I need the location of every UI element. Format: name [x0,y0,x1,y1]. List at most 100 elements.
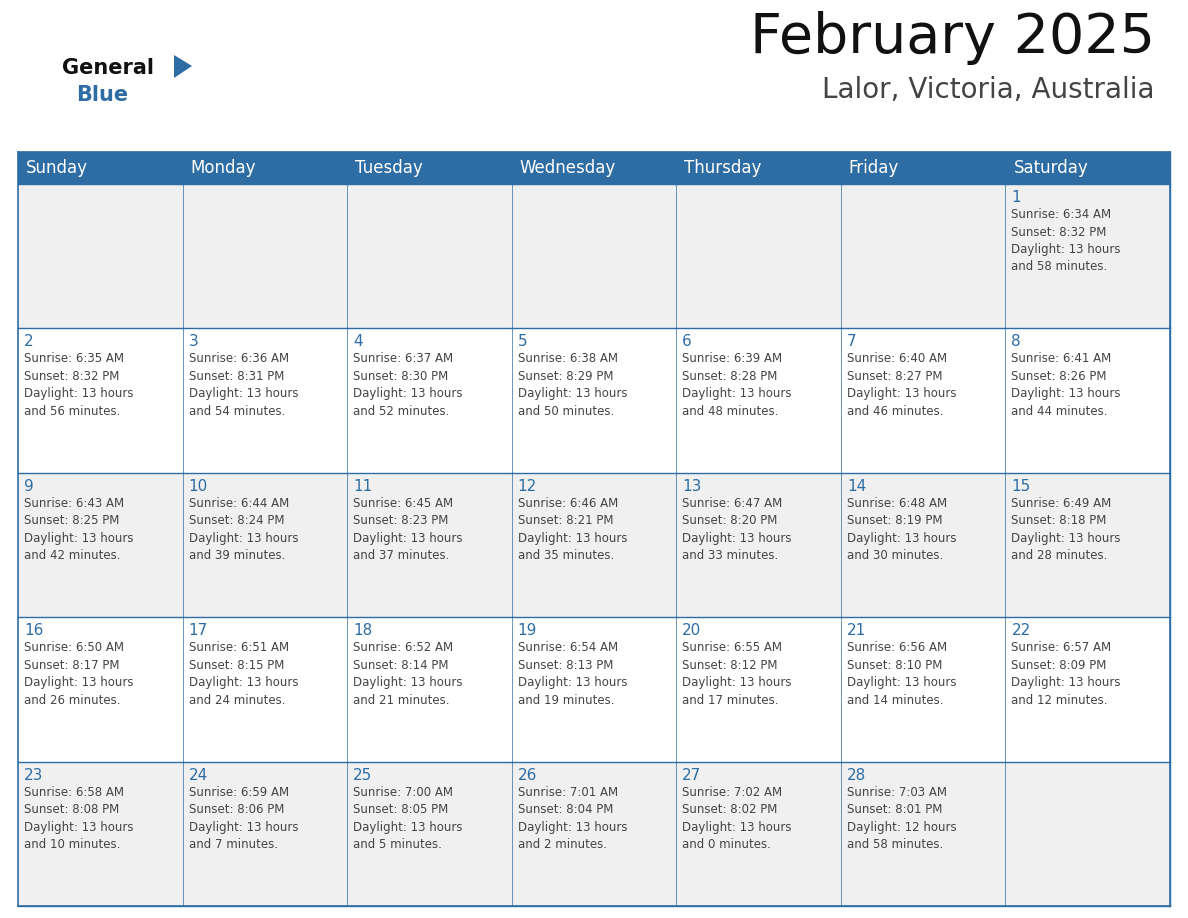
Bar [841,617,1005,762]
Text: 13: 13 [682,479,702,494]
Text: Sunrise: 6:50 AM
Sunset: 8:17 PM
Daylight: 13 hours
and 26 minutes.: Sunrise: 6:50 AM Sunset: 8:17 PM Dayligh… [24,641,133,707]
Bar [183,329,347,473]
Text: 14: 14 [847,479,866,494]
Text: Friday: Friday [849,159,899,177]
Text: Sunday: Sunday [26,159,88,177]
Text: 6: 6 [682,334,693,350]
Text: 5: 5 [518,334,527,350]
Text: Wednesday: Wednesday [519,159,615,177]
Text: Sunrise: 6:57 AM
Sunset: 8:09 PM
Daylight: 13 hours
and 12 minutes.: Sunrise: 6:57 AM Sunset: 8:09 PM Dayligh… [1011,641,1121,707]
Text: 12: 12 [518,479,537,494]
Text: 23: 23 [24,767,44,783]
Bar [347,329,512,473]
Bar [512,329,676,473]
Text: Sunrise: 6:49 AM
Sunset: 8:18 PM
Daylight: 13 hours
and 28 minutes.: Sunrise: 6:49 AM Sunset: 8:18 PM Dayligh… [1011,497,1121,563]
Text: Saturday: Saturday [1013,159,1088,177]
Bar [676,329,841,473]
Text: Tuesday: Tuesday [355,159,423,177]
Text: Sunrise: 6:35 AM
Sunset: 8:32 PM
Daylight: 13 hours
and 56 minutes.: Sunrise: 6:35 AM Sunset: 8:32 PM Dayligh… [24,353,133,418]
Bar [18,152,1170,184]
Text: 22: 22 [1011,623,1031,638]
Text: 3: 3 [189,334,198,350]
Bar [18,473,183,617]
Text: 9: 9 [24,479,33,494]
Text: Sunrise: 6:38 AM
Sunset: 8:29 PM
Daylight: 13 hours
and 50 minutes.: Sunrise: 6:38 AM Sunset: 8:29 PM Dayligh… [518,353,627,418]
Text: 24: 24 [189,767,208,783]
Text: Sunrise: 6:41 AM
Sunset: 8:26 PM
Daylight: 13 hours
and 44 minutes.: Sunrise: 6:41 AM Sunset: 8:26 PM Dayligh… [1011,353,1121,418]
Text: 26: 26 [518,767,537,783]
Bar [1005,617,1170,762]
Text: 20: 20 [682,623,702,638]
Bar [183,617,347,762]
Text: 4: 4 [353,334,362,350]
Text: General: General [62,58,154,78]
Text: 18: 18 [353,623,372,638]
Text: Sunrise: 7:02 AM
Sunset: 8:02 PM
Daylight: 13 hours
and 0 minutes.: Sunrise: 7:02 AM Sunset: 8:02 PM Dayligh… [682,786,791,851]
Bar [676,617,841,762]
Text: Sunrise: 6:48 AM
Sunset: 8:19 PM
Daylight: 13 hours
and 30 minutes.: Sunrise: 6:48 AM Sunset: 8:19 PM Dayligh… [847,497,956,563]
Text: Monday: Monday [190,159,257,177]
Text: Thursday: Thursday [684,159,762,177]
Bar [512,473,676,617]
Bar [1005,762,1170,906]
Text: 17: 17 [189,623,208,638]
Text: Sunrise: 6:43 AM
Sunset: 8:25 PM
Daylight: 13 hours
and 42 minutes.: Sunrise: 6:43 AM Sunset: 8:25 PM Dayligh… [24,497,133,563]
Text: 21: 21 [847,623,866,638]
Text: February 2025: February 2025 [750,11,1155,65]
Text: 19: 19 [518,623,537,638]
Bar [512,617,676,762]
Bar [1005,184,1170,329]
Text: Sunrise: 6:39 AM
Sunset: 8:28 PM
Daylight: 13 hours
and 48 minutes.: Sunrise: 6:39 AM Sunset: 8:28 PM Dayligh… [682,353,791,418]
Text: 8: 8 [1011,334,1020,350]
Bar [676,762,841,906]
Text: 1: 1 [1011,190,1020,205]
Bar [841,473,1005,617]
Bar [347,762,512,906]
Text: 10: 10 [189,479,208,494]
Polygon shape [173,55,192,78]
Text: Sunrise: 7:03 AM
Sunset: 8:01 PM
Daylight: 12 hours
and 58 minutes.: Sunrise: 7:03 AM Sunset: 8:01 PM Dayligh… [847,786,956,851]
Bar [841,329,1005,473]
Bar [18,762,183,906]
Text: 2: 2 [24,334,33,350]
Text: Sunrise: 6:55 AM
Sunset: 8:12 PM
Daylight: 13 hours
and 17 minutes.: Sunrise: 6:55 AM Sunset: 8:12 PM Dayligh… [682,641,791,707]
Text: Sunrise: 6:36 AM
Sunset: 8:31 PM
Daylight: 13 hours
and 54 minutes.: Sunrise: 6:36 AM Sunset: 8:31 PM Dayligh… [189,353,298,418]
Text: Sunrise: 6:47 AM
Sunset: 8:20 PM
Daylight: 13 hours
and 33 minutes.: Sunrise: 6:47 AM Sunset: 8:20 PM Dayligh… [682,497,791,563]
Bar [676,473,841,617]
Text: Lalor, Victoria, Australia: Lalor, Victoria, Australia [822,76,1155,104]
Text: Sunrise: 6:52 AM
Sunset: 8:14 PM
Daylight: 13 hours
and 21 minutes.: Sunrise: 6:52 AM Sunset: 8:14 PM Dayligh… [353,641,462,707]
Text: 15: 15 [1011,479,1031,494]
Text: 16: 16 [24,623,44,638]
Bar [183,473,347,617]
Bar [512,184,676,329]
Text: 11: 11 [353,479,372,494]
Bar [347,184,512,329]
Text: Sunrise: 6:54 AM
Sunset: 8:13 PM
Daylight: 13 hours
and 19 minutes.: Sunrise: 6:54 AM Sunset: 8:13 PM Dayligh… [518,641,627,707]
Text: Blue: Blue [76,85,128,105]
Bar [512,762,676,906]
Text: Sunrise: 6:34 AM
Sunset: 8:32 PM
Daylight: 13 hours
and 58 minutes.: Sunrise: 6:34 AM Sunset: 8:32 PM Dayligh… [1011,208,1121,274]
Text: Sunrise: 6:37 AM
Sunset: 8:30 PM
Daylight: 13 hours
and 52 minutes.: Sunrise: 6:37 AM Sunset: 8:30 PM Dayligh… [353,353,462,418]
Text: Sunrise: 6:45 AM
Sunset: 8:23 PM
Daylight: 13 hours
and 37 minutes.: Sunrise: 6:45 AM Sunset: 8:23 PM Dayligh… [353,497,462,563]
Bar [1005,329,1170,473]
Text: 7: 7 [847,334,857,350]
Text: Sunrise: 6:51 AM
Sunset: 8:15 PM
Daylight: 13 hours
and 24 minutes.: Sunrise: 6:51 AM Sunset: 8:15 PM Dayligh… [189,641,298,707]
Text: Sunrise: 6:40 AM
Sunset: 8:27 PM
Daylight: 13 hours
and 46 minutes.: Sunrise: 6:40 AM Sunset: 8:27 PM Dayligh… [847,353,956,418]
Bar [1005,473,1170,617]
Text: Sunrise: 6:58 AM
Sunset: 8:08 PM
Daylight: 13 hours
and 10 minutes.: Sunrise: 6:58 AM Sunset: 8:08 PM Dayligh… [24,786,133,851]
Bar [347,617,512,762]
Text: 28: 28 [847,767,866,783]
Text: 27: 27 [682,767,702,783]
Bar [183,184,347,329]
Bar [18,184,183,329]
Bar [841,762,1005,906]
Text: Sunrise: 6:59 AM
Sunset: 8:06 PM
Daylight: 13 hours
and 7 minutes.: Sunrise: 6:59 AM Sunset: 8:06 PM Dayligh… [189,786,298,851]
Text: Sunrise: 6:56 AM
Sunset: 8:10 PM
Daylight: 13 hours
and 14 minutes.: Sunrise: 6:56 AM Sunset: 8:10 PM Dayligh… [847,641,956,707]
Text: 25: 25 [353,767,372,783]
Text: Sunrise: 6:44 AM
Sunset: 8:24 PM
Daylight: 13 hours
and 39 minutes.: Sunrise: 6:44 AM Sunset: 8:24 PM Dayligh… [189,497,298,563]
Bar [183,762,347,906]
Text: Sunrise: 7:01 AM
Sunset: 8:04 PM
Daylight: 13 hours
and 2 minutes.: Sunrise: 7:01 AM Sunset: 8:04 PM Dayligh… [518,786,627,851]
Text: Sunrise: 7:00 AM
Sunset: 8:05 PM
Daylight: 13 hours
and 5 minutes.: Sunrise: 7:00 AM Sunset: 8:05 PM Dayligh… [353,786,462,851]
Bar [347,473,512,617]
Bar [841,184,1005,329]
